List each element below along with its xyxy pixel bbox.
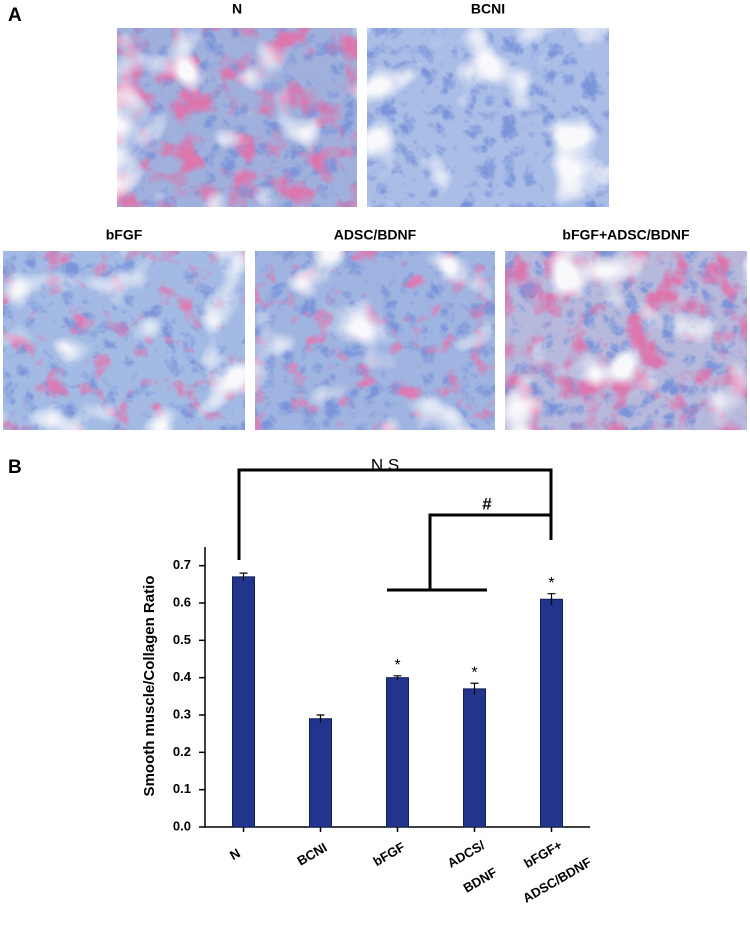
significance-star: *: [394, 657, 400, 674]
y-tick-label: 0.3: [173, 706, 191, 721]
y-tick-label: 0.2: [173, 744, 191, 759]
error-bar: [239, 572, 248, 581]
y-tick-label: 0.1: [173, 781, 191, 796]
y-tick-label: 0.7: [173, 557, 191, 572]
x-tick-label: N: [227, 845, 243, 863]
image-title: BCNI: [471, 1, 505, 17]
x-tick-label: BCNI: [294, 840, 329, 869]
y-tick-label: 0.4: [173, 669, 192, 684]
significance-brackets: [237, 468, 553, 592]
error-bar: [316, 714, 325, 723]
bar: [540, 598, 563, 828]
micrograph: [255, 251, 495, 430]
annotation: #: [482, 494, 492, 513]
image-title: N: [232, 1, 242, 17]
y-tick-label: 0.6: [173, 594, 191, 609]
y-axis-label: Smooth muscle/Collagen Ratio: [141, 576, 158, 797]
x-tick-label: bFGF: [371, 839, 408, 869]
image-title: ADSC/BDNF: [334, 227, 417, 243]
image-title: bFGF: [106, 227, 143, 243]
bar: [232, 576, 255, 828]
error-bar: [393, 675, 402, 680]
y-tick-label: 0.0: [173, 818, 191, 833]
image-title: bFGF+ADSC/BDNF: [562, 227, 690, 243]
significance-star: *: [471, 664, 477, 681]
error-bar: [547, 593, 556, 605]
bar: [386, 677, 409, 828]
bar: [309, 718, 332, 828]
micrograph: [3, 251, 245, 430]
annotation: N.S: [371, 455, 399, 474]
bar: [463, 688, 486, 828]
micrograph: [505, 251, 747, 430]
y-tick-label: 0.5: [173, 632, 191, 647]
panel-label: A: [8, 5, 22, 26]
error-bar: [470, 682, 479, 695]
micrograph: [367, 28, 609, 207]
micrograph: [117, 28, 357, 207]
significance-star: *: [548, 575, 554, 592]
x-tick-label: BDNF: [461, 865, 500, 896]
x-tick-label: bFGF+: [521, 837, 565, 871]
x-tick-label: ADCS/: [445, 837, 488, 870]
panel-label: B: [8, 457, 22, 478]
